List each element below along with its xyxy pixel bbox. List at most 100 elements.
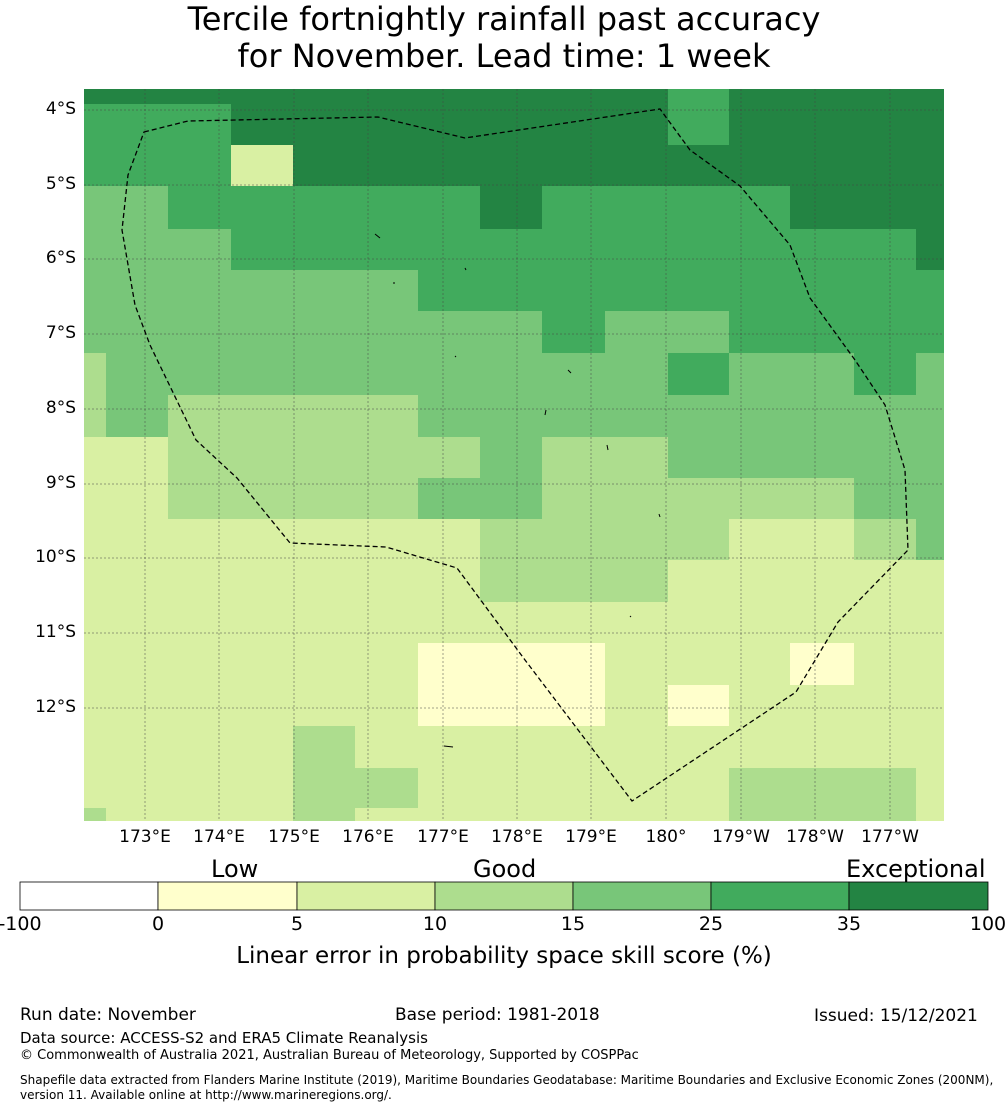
skill-cell [916, 353, 944, 395]
colorbar-swatch [434, 881, 574, 911]
colorbar-tick-label: 25 [698, 913, 724, 935]
colorbar-swatch [19, 881, 159, 911]
skill-cell [854, 519, 916, 560]
map-title-line-2: for November. Lead time: 1 week [237, 37, 771, 75]
colorbar-swatch [710, 881, 850, 911]
skill-cell [668, 145, 729, 186]
skill-cell [668, 560, 944, 602]
skill-cell [729, 89, 944, 186]
colorbar-swatch [157, 881, 298, 911]
latitude-label: 9°S [45, 473, 76, 493]
island [567, 369, 572, 374]
data-source: Data source: ACCESS-S2 and ERA5 Climate … [20, 1029, 428, 1047]
run-date: Run date: November [20, 1005, 196, 1025]
longitude-label: 178°W [786, 827, 844, 847]
base-period: Base period: 1981-2018 [395, 1005, 600, 1025]
skill-grid-cells [84, 89, 944, 821]
colorbar-swatches [19, 881, 989, 911]
skill-cell [84, 395, 106, 437]
skill-cell [84, 89, 668, 104]
longitude-label: 175°E [268, 827, 320, 847]
skill-cell [790, 643, 854, 685]
skill-cell [729, 768, 916, 808]
skill-cell [729, 353, 854, 395]
longitude-label: 180° [645, 827, 687, 847]
skill-cell [84, 808, 106, 821]
skill-cell [84, 519, 480, 560]
skill-cell [668, 685, 729, 726]
island [443, 745, 454, 748]
colorbar-tick-label: 35 [836, 913, 862, 935]
skill-cell [542, 437, 668, 478]
skill-cell [84, 560, 480, 602]
latitude-label: 12°S [35, 697, 76, 717]
skill-cell [668, 89, 729, 145]
skill-cell [916, 519, 944, 560]
latitude-label: 11°S [35, 622, 76, 642]
latitude-label: 6°S [45, 248, 76, 268]
category-low: Low [211, 855, 259, 883]
skill-cell [605, 311, 729, 353]
skill-cell [231, 104, 293, 145]
longitude-label: 178°E [491, 827, 543, 847]
skill-cell [542, 311, 605, 353]
skill-cell [854, 478, 944, 519]
longitude-label: 179°W [712, 827, 770, 847]
skill-cell [168, 395, 418, 437]
skill-cell [106, 353, 668, 395]
skill-cell [790, 186, 944, 229]
longitude-label: 174°E [193, 827, 245, 847]
skill-cell [84, 270, 418, 311]
skill-cell [293, 726, 355, 768]
skill-cell [106, 395, 168, 437]
skill-cell [418, 685, 605, 726]
colorbar-tick-label: 15 [560, 913, 586, 935]
latitude-label: 10°S [35, 547, 76, 567]
skill-cell [729, 808, 916, 821]
skill-cell [84, 602, 944, 643]
island [544, 409, 547, 416]
skill-cell [480, 519, 729, 560]
colorbar-tick-label: 100 [969, 913, 1007, 935]
latitude-label: 8°S [45, 398, 76, 418]
island [374, 233, 381, 239]
colorbar-swatch [848, 881, 989, 911]
island [464, 267, 467, 271]
colorbar-swatch [572, 881, 712, 911]
longitude-label: 176°E [342, 827, 394, 847]
shapefile-credit-2: version 11. Available online at http://w… [20, 1088, 392, 1102]
island [629, 615, 632, 618]
skill-cell [293, 768, 418, 808]
colorbar-label: Linear error in probability space skill … [236, 943, 772, 969]
skill-cell [729, 311, 944, 353]
skill-cell [84, 104, 231, 186]
longitude-label: 179°E [565, 827, 617, 847]
island [658, 513, 661, 518]
skill-cell [480, 186, 542, 229]
latitude-label: 4°S [45, 99, 76, 119]
skill-cell [418, 643, 605, 685]
skill-cell [84, 311, 542, 353]
skill-cell [418, 395, 944, 437]
longitude-label: 177°W [861, 827, 919, 847]
latitude-label: 7°S [45, 323, 76, 343]
colorbar-tick-label: 10 [422, 913, 448, 935]
skill-cell [168, 478, 418, 519]
island [606, 444, 609, 451]
shapefile-credit-1: Shapefile data extracted from Flanders M… [20, 1073, 994, 1087]
skill-cell [480, 560, 668, 602]
colorbar-tick-label: 5 [290, 913, 304, 935]
category-good: Good [473, 855, 537, 883]
skill-cell [293, 808, 355, 821]
skill-cell [84, 478, 168, 519]
skill-cell [668, 353, 729, 395]
latitude-label: 5°S [45, 174, 76, 194]
skill-cell [854, 353, 916, 395]
skill-cell [168, 437, 480, 478]
skill-cell [542, 478, 854, 519]
skill-cell [916, 229, 944, 270]
skill-cell [418, 270, 944, 311]
category-exceptional: Exceptional [846, 855, 986, 883]
longitude-label: 173°E [119, 827, 171, 847]
colorbar-swatch [296, 881, 436, 911]
